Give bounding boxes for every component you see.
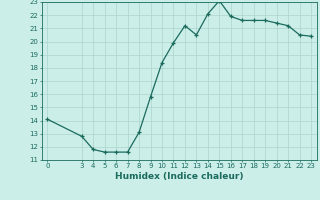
X-axis label: Humidex (Indice chaleur): Humidex (Indice chaleur) — [115, 172, 244, 181]
